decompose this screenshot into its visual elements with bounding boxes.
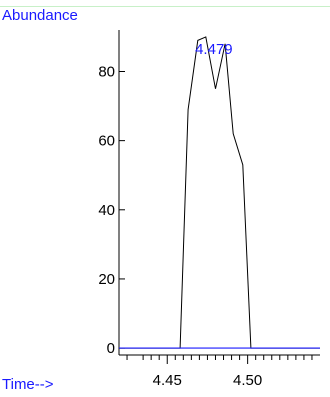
y-tick-label: 20 bbox=[98, 271, 115, 288]
x-tick-label: 4.45 bbox=[153, 372, 182, 389]
y-tick-label: 0 bbox=[107, 340, 115, 357]
ticks bbox=[119, 70, 313, 364]
series-line bbox=[119, 36, 320, 349]
axes bbox=[118, 30, 320, 356]
y-tick-label: 40 bbox=[98, 202, 115, 219]
top-border bbox=[0, 6, 330, 7]
peak-label: 4.479 bbox=[195, 41, 233, 58]
y-axis-title: Abundance bbox=[2, 7, 78, 24]
x-tick-label: 4.50 bbox=[233, 372, 262, 389]
labels: 0 20 40 60 80 4.45 4.50 4.479 bbox=[98, 41, 262, 389]
x-axis-title: Time--> bbox=[2, 376, 54, 393]
series-layer bbox=[119, 36, 320, 349]
y-tick-label: 60 bbox=[98, 133, 115, 150]
y-tick-label: 80 bbox=[98, 63, 115, 80]
